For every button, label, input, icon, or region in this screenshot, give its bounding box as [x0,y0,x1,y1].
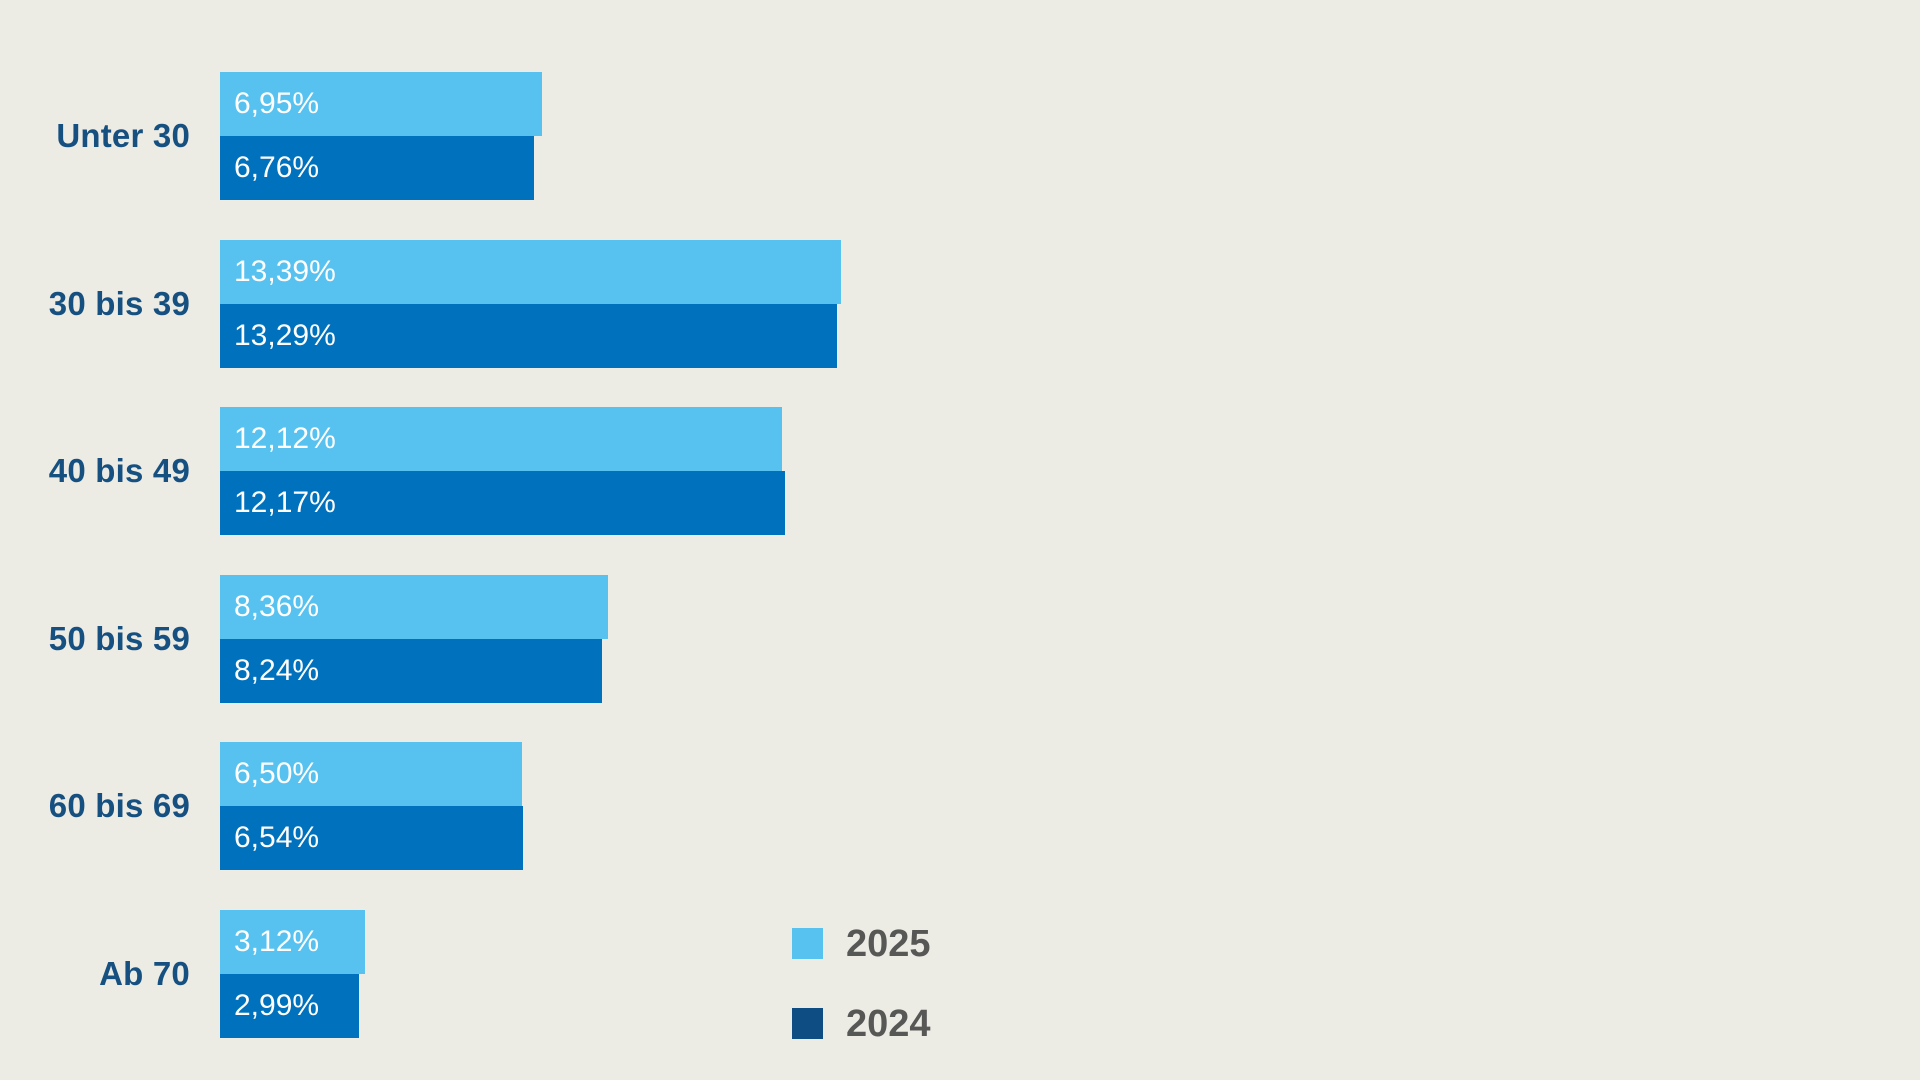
bar-2024-group-1: 13,29% [220,303,837,368]
bar-2025-group-4: 6,50% [220,742,522,807]
category-label: Unter 30 [56,117,190,154]
bar-2025-group-3: 8,36% [220,574,608,639]
legend-label-2025: 2025 [846,922,931,965]
bar-2024-group-2: 12,17% [220,471,785,536]
bar-value-label: 8,24% [234,653,320,687]
category-label: 40 bis 49 [48,452,190,490]
bar-value-label: 2,99% [234,989,320,1022]
bar-2025-group-0: 6,95% [220,72,542,136]
bar-value-label: 13,39% [234,254,336,288]
bar-2025-group-1: 13,39% [220,239,841,304]
legend-item-2025: 2025 [792,925,931,963]
bar-2024-group-4: 6,54% [220,806,523,871]
legend-label-2024: 2024 [846,1002,931,1045]
bar-value-label: 6,54% [234,821,320,855]
bar-value-label: 6,76% [234,151,320,184]
bar-value-label: 6,50% [234,757,320,791]
bar-value-label: 12,12% [234,422,336,456]
legend-item-2024: 2024 [792,1005,931,1043]
bar-value-label: 13,29% [234,318,336,352]
category-label: 60 bis 69 [48,787,190,825]
category-label: 50 bis 59 [48,619,190,657]
bar-value-label: 6,95% [234,87,320,120]
legend-swatch-2024 [792,1008,823,1039]
bar-value-label: 12,17% [234,486,336,520]
bar-2024-group-0: 6,76% [220,136,534,200]
category-label: Ab 70 [99,955,190,992]
legend-swatch-2025 [792,928,823,959]
bar-2025-group-5: 3,12% [220,910,365,974]
bar-2024-group-3: 8,24% [220,638,602,703]
bar-2024-group-5: 2,99% [220,974,359,1038]
bar-value-label: 3,12% [234,925,320,958]
category-label: 30 bis 39 [48,284,190,322]
bar-value-label: 8,36% [234,589,320,623]
bar-2025-group-2: 12,12% [220,407,782,472]
